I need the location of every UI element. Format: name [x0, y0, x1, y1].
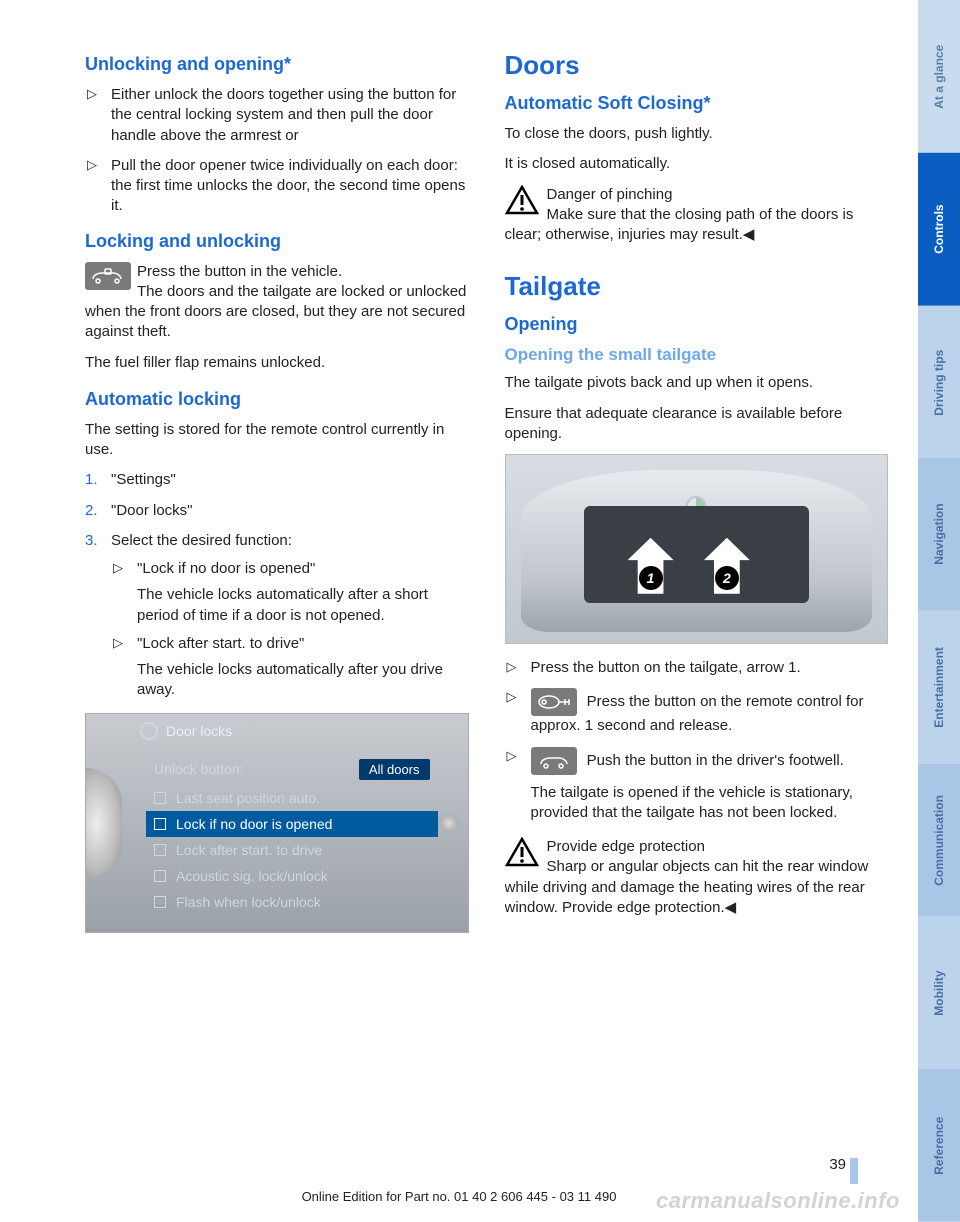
tab-driving-tips[interactable]: Driving tips [918, 306, 960, 459]
list-item: "Lock after start. to drive" The vehicle… [111, 634, 469, 701]
step-sub-list: "Lock if no door is opened" The vehicle … [111, 559, 469, 701]
idrive-knob-icon [86, 768, 122, 878]
screenshot-row: Acoustic sig. lock/unlock [146, 863, 438, 889]
tab-communication[interactable]: Communication [918, 764, 960, 917]
row-text: Lock if no door is opened [176, 816, 332, 832]
list-item: Press the button on the remote control f… [505, 688, 889, 736]
fuel-flap-note: The fuel filler flap remains unlocked. [85, 353, 469, 373]
step-text: "Settings" [111, 471, 176, 488]
left-column: Unlocking and opening* Either unlock the… [85, 50, 469, 1202]
warning-icon [505, 837, 539, 867]
step-item: 2."Door locks" [85, 501, 469, 521]
row-text: Lock after start. to drive [176, 842, 322, 858]
row-text: Last seat position auto. [176, 790, 320, 806]
screenshot-row: Lock after start. to drive [146, 837, 438, 863]
warn-title: Danger of pinching [547, 186, 673, 203]
tab-at-a-glance[interactable]: At a glance [918, 0, 960, 153]
unlock-label: Unlock button: [154, 761, 244, 777]
step-text: Select the desired function: [111, 532, 292, 549]
lock-unlock-line2: The doors and the tailgate are locked or… [85, 283, 466, 341]
gear-icon [140, 722, 158, 740]
list-desc: The tailgate is opened if the vehicle is… [531, 783, 889, 824]
tailgate-actions-list: Press the button on the tailgate, arrow … [505, 658, 889, 823]
list-item: Either unlock the doors together using t… [85, 85, 469, 146]
page-number: 39 [829, 1156, 846, 1173]
screenshot-row: Flash when lock/unlock [146, 889, 438, 915]
auto-lock-steps: 1."Settings" 2."Door locks" 3.Select the… [85, 470, 469, 700]
sub-label: "Lock after start. to drive" [137, 635, 304, 652]
asc-p1: To close the doors, push lightly. [505, 124, 889, 144]
screenshot-header: Door locks [140, 722, 232, 740]
lock-unlock-line1: Press the button in the vehicle. [137, 263, 342, 280]
tab-controls[interactable]: Controls [918, 153, 960, 306]
asc-p2: It is closed automatically. [505, 154, 889, 174]
checkbox-icon [154, 844, 166, 856]
list-text: Push the button in the driver's footwell… [587, 751, 844, 768]
auto-lock-intro: The setting is stored for the remote con… [85, 420, 469, 461]
right-column: Doors Automatic Soft Closing* To close t… [505, 50, 889, 1202]
checkbox-icon [154, 896, 166, 908]
tab-navigation[interactable]: Navigation [918, 458, 960, 611]
trunk-opening-icon [584, 506, 809, 603]
warning-edge-protection: Provide edge protection Sharp or angular… [505, 837, 889, 918]
sub-desc: The vehicle locks automatically after a … [137, 585, 469, 626]
screenshot-row-unlock: Unlock button: All doors [146, 754, 438, 785]
watermark: carmanualsonline.info [656, 1188, 900, 1214]
list-item: Press the button on the tailgate, arrow … [505, 658, 889, 678]
car-body-icon [521, 470, 872, 632]
idrive-screenshot: Door locks Unlock button: All doors Last… [85, 713, 469, 933]
screenshot-title: Door locks [166, 723, 232, 739]
list-item: Push the button in the driver's footwell… [505, 747, 889, 824]
heading-unlocking-opening: Unlocking and opening* [85, 54, 469, 75]
content-area: Unlocking and opening* Either unlock the… [0, 0, 918, 1222]
screenshot-row-selected: Lock if no door is opened [146, 811, 438, 837]
page-number-area: 39 [0, 1152, 918, 1178]
heading-locking-unlocking: Locking and unlocking [85, 231, 469, 252]
warn-body: Make sure that the closing path of the d… [505, 206, 854, 243]
checkbox-icon [154, 870, 166, 882]
page: Unlocking and opening* Either unlock the… [0, 0, 960, 1222]
tailgate-figure: 1 2 [505, 454, 889, 644]
checkbox-icon [154, 792, 166, 804]
tab-mobility[interactable]: Mobility [918, 917, 960, 1070]
heading-auto-soft-closing: Automatic Soft Closing* [505, 93, 889, 114]
step-text: "Door locks" [111, 502, 193, 519]
sub-label: "Lock if no door is opened" [137, 560, 315, 577]
checkbox-icon [154, 818, 166, 830]
heading-doors: Doors [505, 50, 889, 81]
remote-key-icon [531, 688, 577, 716]
footwell-button-icon [531, 747, 577, 775]
step-item: 3.Select the desired function: "Lock if … [85, 531, 469, 701]
car-lock-icon [85, 262, 131, 290]
heading-opening: Opening [505, 314, 889, 335]
heading-tailgate: Tailgate [505, 271, 889, 302]
sub-desc: The vehicle locks automatically after yo… [137, 660, 469, 701]
page-bar-icon [850, 1158, 858, 1184]
side-tabs: At a glance Controls Driving tips Naviga… [918, 0, 960, 1222]
lock-unlock-para: Press the button in the vehicle. The doo… [85, 262, 469, 343]
warn-title: Provide edge protection [547, 838, 705, 855]
list-item: Pull the door opener twice individually … [85, 156, 469, 217]
heading-open-small-tailgate: Opening the small tailgate [505, 345, 889, 365]
tailgate-p2: Ensure that adequate clearance is availa… [505, 404, 889, 445]
row-text: Flash when lock/unlock [176, 894, 321, 910]
unlock-value: All doors [359, 759, 430, 780]
warn-body: Sharp or angular objects can hit the rea… [505, 858, 869, 916]
row-text: Acoustic sig. lock/unlock [176, 868, 328, 884]
unlock-open-list: Either unlock the doors together using t… [85, 85, 469, 217]
warning-pinching: Danger of pinching Make sure that the cl… [505, 185, 889, 246]
warning-icon [505, 185, 539, 215]
list-item: "Lock if no door is opened" The vehicle … [111, 559, 469, 626]
tab-reference[interactable]: Reference [918, 1069, 960, 1222]
step-item: 1."Settings" [85, 470, 469, 490]
screenshot-list: Unlock button: All doors Last seat posit… [146, 754, 438, 915]
heading-auto-locking: Automatic locking [85, 389, 469, 410]
tailgate-p1: The tailgate pivots back and up when it … [505, 373, 889, 393]
screenshot-row: Last seat position auto. [146, 785, 438, 811]
list-text: Press the button on the remote control f… [531, 693, 864, 734]
tab-entertainment[interactable]: Entertainment [918, 611, 960, 764]
idrive-button-icon [440, 814, 458, 832]
